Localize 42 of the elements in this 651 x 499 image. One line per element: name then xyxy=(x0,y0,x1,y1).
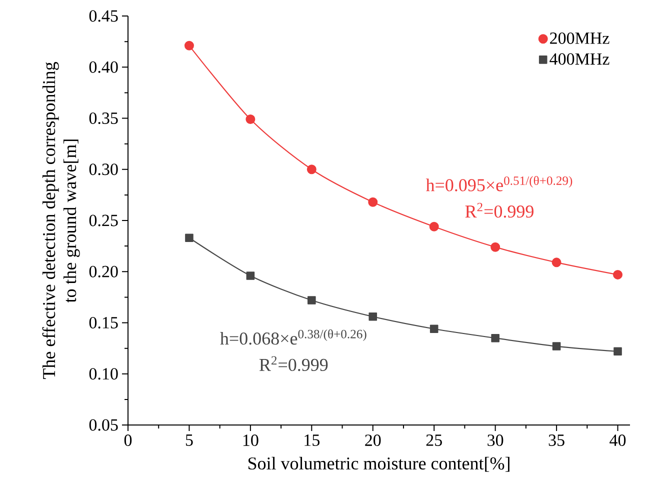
y-tick-label: 0.30 xyxy=(89,164,118,176)
point xyxy=(429,222,439,232)
x-axis-title: Soil volumetric moisture content[%] xyxy=(248,456,510,472)
x-tick-label: 35 xyxy=(548,434,564,446)
point xyxy=(306,164,316,174)
point xyxy=(430,324,438,334)
point xyxy=(184,40,194,50)
point xyxy=(246,114,256,124)
point xyxy=(185,234,194,242)
y-tick-label: 0.05 xyxy=(89,419,118,431)
y-tick-label: 0.40 xyxy=(89,61,118,73)
y-tick-label: 0.15 xyxy=(89,316,118,329)
point xyxy=(490,242,500,252)
annotation: h=0.068×e$^{0.38/(θ+0.26)}$ xyxy=(220,329,366,345)
point xyxy=(368,312,378,321)
x-tick-label: 15 xyxy=(304,434,320,446)
point xyxy=(613,270,623,280)
x-tick-label: 10 xyxy=(243,434,258,446)
annotation: R$^{2}$=0.999 xyxy=(259,356,328,372)
legend-label: 200MHz xyxy=(550,32,610,44)
x-tick-label: 25 xyxy=(426,434,442,446)
annotation: h=0.095×e$^{0.51/(θ+0.29)}$ xyxy=(426,176,572,192)
annotation: R$^{2}$=0.999 xyxy=(465,202,534,218)
x-tick-label: 5 xyxy=(186,434,193,446)
legend-label: 400MHz xyxy=(550,53,610,65)
point xyxy=(246,272,255,280)
y-tick-label: 0.20 xyxy=(89,266,118,278)
point xyxy=(552,258,562,268)
y-tick-label: 0.25 xyxy=(89,214,118,226)
y-tick-label: 0.10 xyxy=(89,368,118,380)
x-tick-label: 0 xyxy=(124,434,132,446)
point xyxy=(491,334,500,342)
y-axis-title: The effective detection depth corresponding to the ground wave[m] xyxy=(42,62,80,379)
y-tick-label: 0.45 xyxy=(89,10,118,22)
point xyxy=(614,347,622,356)
point xyxy=(368,197,378,207)
x-tick-label: 40 xyxy=(610,434,626,446)
x-tick-label: 30 xyxy=(488,434,504,446)
y-tick-label: 0.35 xyxy=(89,112,118,124)
x-tick-label: 20 xyxy=(365,434,381,446)
point xyxy=(308,296,316,304)
point xyxy=(552,342,561,350)
